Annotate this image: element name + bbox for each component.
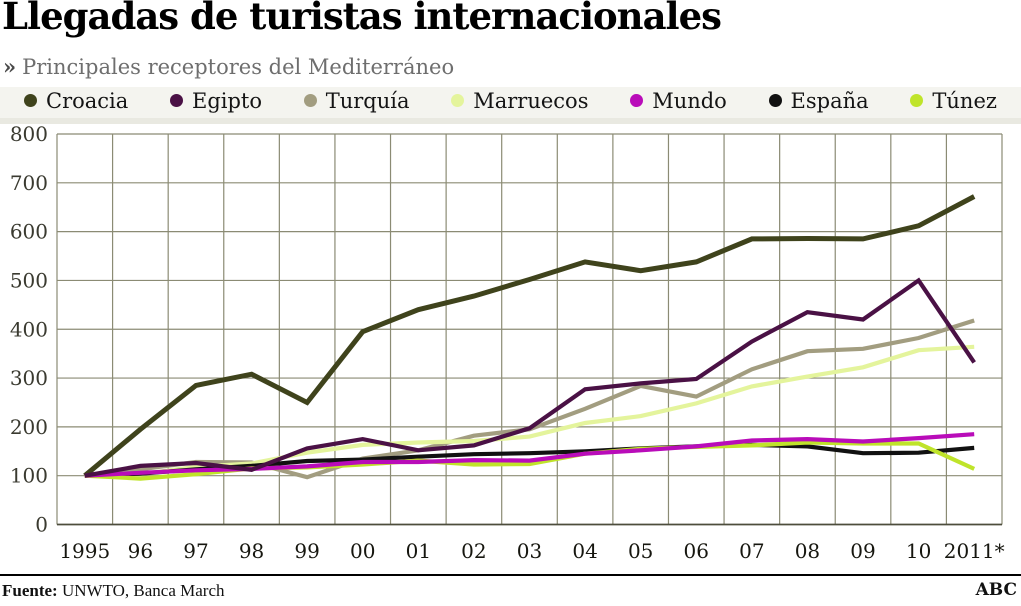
legend-dot-icon <box>630 94 644 107</box>
legend-dot-icon <box>910 94 924 107</box>
x-axis-label: 2011* <box>944 539 1005 563</box>
series-line-croacia <box>83 194 976 478</box>
source-line: Fuente: UNWTO, Banca March <box>2 581 225 601</box>
legend-label: Marruecos <box>473 88 589 113</box>
legend-item-egipto: Egipto <box>170 89 262 113</box>
x-axis-label: 08 <box>795 539 820 563</box>
legend-label: Túnez <box>932 88 997 113</box>
legend-label: España <box>790 88 869 113</box>
series-line-egipto <box>84 277 976 478</box>
source-label: Fuente: <box>2 581 58 600</box>
y-axis-label: 300 <box>10 366 48 390</box>
y-axis-label: 200 <box>10 415 48 439</box>
x-axis-label: 02 <box>461 539 486 563</box>
x-axis-label: 07 <box>739 539 764 563</box>
y-axis-label: 600 <box>10 220 48 244</box>
subtitle-text: Principales receptores del Mediterráneo <box>22 55 455 79</box>
x-axis-label: 1995 <box>59 539 110 563</box>
x-axis-label: 06 <box>684 539 709 563</box>
y-axis-label: 0 <box>35 513 48 537</box>
legend-dot-icon <box>768 94 782 107</box>
x-axis-label: 98 <box>239 539 264 563</box>
y-axis-label: 100 <box>10 464 48 488</box>
legend-label: Mundo <box>652 88 727 113</box>
legend-label: Croacia <box>46 88 129 113</box>
x-axis-label: 05 <box>628 539 653 563</box>
x-axis-label: 97 <box>183 539 208 563</box>
x-axis-label: 09 <box>850 539 875 563</box>
source-text: UNWTO, Banca March <box>57 581 225 600</box>
y-axis-label: 500 <box>10 268 48 292</box>
x-axis-label: 96 <box>128 539 153 563</box>
x-axis-label: 00 <box>350 539 375 563</box>
legend-item-espana: España <box>768 88 869 113</box>
legend-item-tunez: Túnez <box>910 89 997 113</box>
x-axis-label: 01 <box>406 539 431 563</box>
y-axis-label: 800 <box>10 122 48 146</box>
legend-dot-icon <box>303 94 317 107</box>
legend-item-croacia: Croacia <box>24 89 128 113</box>
x-axis-label: 10 <box>906 539 931 563</box>
legend-dot-icon <box>24 94 37 107</box>
legend-item-mundo: Mundo <box>630 89 727 113</box>
legend-item-turquia: Turquía <box>303 88 410 113</box>
y-axis-label: 400 <box>10 317 48 341</box>
footer-divider <box>0 574 1021 576</box>
subtitle: » Principales receptores del Mediterráneo <box>3 54 454 79</box>
legend-label: Turquía <box>325 88 410 113</box>
series-line-marruecos <box>84 344 975 478</box>
legend-label: Egipto <box>192 88 263 113</box>
legend-dot-icon <box>170 94 183 107</box>
chart-legend: Croacia Egipto Turquía Marruecos Mundo España… <box>0 87 1021 124</box>
x-axis-label: 03 <box>517 539 542 563</box>
double-chevron-icon: » <box>3 54 16 79</box>
y-axis-label: 700 <box>10 171 48 195</box>
x-axis-label: 04 <box>572 539 597 563</box>
legend-item-marruecos: Marruecos <box>451 89 588 113</box>
brand-abc: ABC <box>975 580 1017 600</box>
legend-dot-icon <box>451 94 465 107</box>
page-title: Llegadas de turistas internacionales <box>2 0 722 38</box>
x-axis-label: 99 <box>294 539 319 563</box>
